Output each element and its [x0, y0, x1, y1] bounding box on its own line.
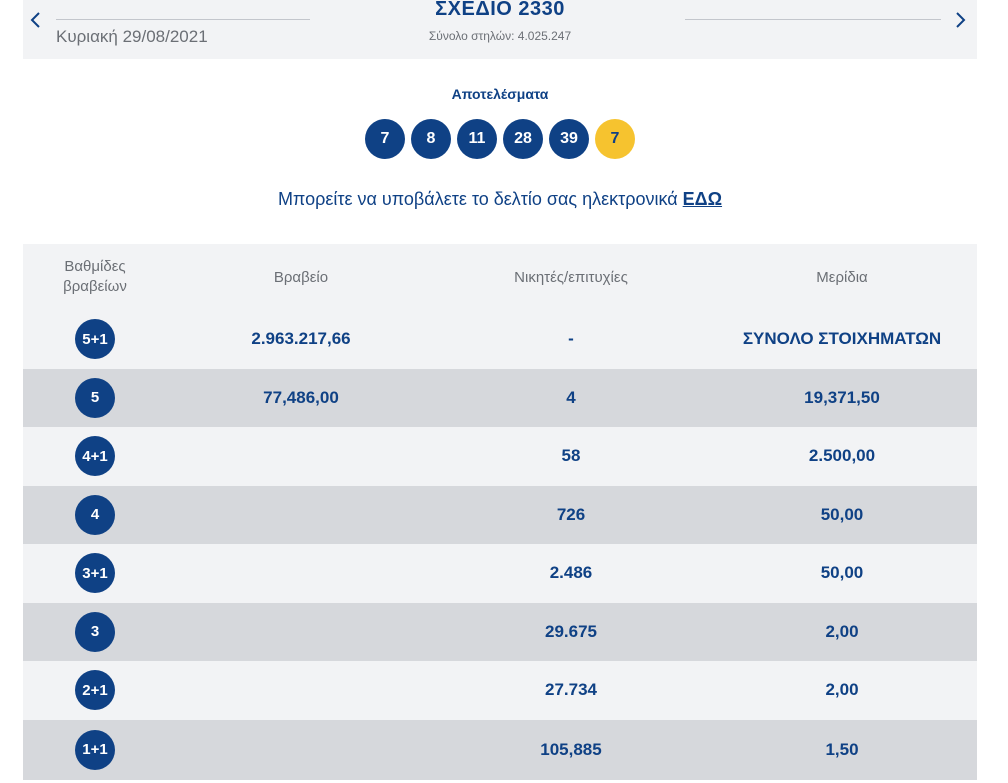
tier-badge: 3 — [75, 611, 115, 652]
submit-link[interactable]: ΕΔΩ — [682, 189, 723, 209]
results-title: Αποτελέσματα — [451, 86, 549, 102]
table-header: Βαθμίδες βραβείων Βραβείο Νικητές/επιτυχ… — [23, 244, 977, 310]
tier-badge: 4+1 — [75, 436, 115, 477]
share-cell: 1,50 — [825, 739, 859, 759]
header-tier-line1: Βαθμίδες — [64, 258, 126, 275]
table-row: 4 726 50,00 — [23, 485, 977, 544]
chevron-left-icon[interactable] — [25, 8, 45, 32]
table-row: 1+1 105,885 1,50 — [23, 719, 977, 780]
table-row: 3 29.675 2,00 — [23, 602, 977, 661]
tier-badge: 4 — [75, 494, 115, 535]
joker-ball: 7 — [595, 119, 635, 159]
draw-date: Κυριακή 29/08/2021 — [56, 27, 208, 46]
number-ball: 39 — [549, 119, 589, 159]
tier-badge: 1+1 — [75, 729, 115, 770]
submit-text: Μπορείτε να υποβάλετε το δελτίο σας ηλεκ… — [277, 189, 678, 209]
share-cell: 2,00 — [825, 680, 859, 700]
number-ball: 8 — [411, 119, 451, 159]
winners-cell: 105,885 — [540, 739, 602, 759]
draw-header: Κυριακή 29/08/2021 ΣΧΕΔΙΟ 2330 Σύνολο στ… — [23, 0, 977, 59]
winners-cell: 29.675 — [545, 621, 597, 641]
header-divider-right — [685, 19, 941, 20]
share-cell: 19,371,50 — [804, 387, 880, 407]
number-ball: 28 — [503, 119, 543, 159]
submit-online-text: Μπορείτε να υποβάλετε το δελτίο σας ηλεκ… — [0, 189, 1000, 210]
chevron-right-icon[interactable] — [951, 8, 971, 32]
share-cell: ΣΥΝΟΛΟ ΣΤΟΙΧΗΜΑΤΩΝ — [742, 329, 942, 349]
header-share: Μερίδια — [816, 268, 868, 286]
tier-badge: 5+1 — [75, 319, 115, 360]
winners-cell: 4 — [566, 387, 576, 407]
header-tier-line2: βραβείων — [63, 278, 127, 295]
winners-cell: 27.734 — [545, 680, 597, 700]
header-winners: Νικητές/επιτυχίες — [514, 268, 628, 286]
winners-cell: - — [568, 329, 574, 349]
share-cell: 2,00 — [825, 621, 859, 641]
table-row: 2+1 27.734 2,00 — [23, 661, 977, 720]
prize-cell: 2.963.217,66 — [251, 329, 351, 349]
winning-numbers: 7 8 11 28 39 7 — [0, 119, 1000, 159]
table-row: 5+1 2.963.217,66 - ΣΥΝΟΛΟ ΣΤΟΙΧΗΜΑΤΩΝ — [23, 310, 977, 369]
prize-cell: 77,486,00 — [263, 387, 339, 407]
share-cell: 50,00 — [820, 563, 864, 583]
winners-cell: 58 — [561, 446, 581, 466]
share-cell: 2.500,00 — [808, 446, 876, 466]
table-row: 5 77,486,00 4 19,371,50 — [23, 368, 977, 427]
number-ball: 7 — [365, 119, 405, 159]
share-cell: 50,00 — [820, 504, 864, 524]
tier-badge: 5 — [75, 377, 115, 418]
winners-cell: 726 — [556, 504, 586, 524]
table-row: 4+1 58 2.500,00 — [23, 427, 977, 486]
header-tier: Βαθμίδες βραβείων — [23, 257, 167, 297]
prize-table: Βαθμίδες βραβείων Βραβείο Νικητές/επιτυχ… — [23, 244, 977, 780]
tier-badge: 3+1 — [75, 553, 115, 594]
header-prize: Βραβείο — [273, 268, 329, 286]
total-columns: Σύνολο στηλών: 4.025.247 — [428, 29, 572, 43]
number-ball: 11 — [457, 119, 497, 159]
table-row: 3+1 2.486 50,00 — [23, 544, 977, 603]
draw-title: ΣΧΕΔΙΟ 2330 — [435, 0, 565, 20]
tier-badge: 2+1 — [75, 670, 115, 711]
header-divider-left — [56, 19, 310, 20]
winners-cell: 2.486 — [549, 563, 593, 583]
